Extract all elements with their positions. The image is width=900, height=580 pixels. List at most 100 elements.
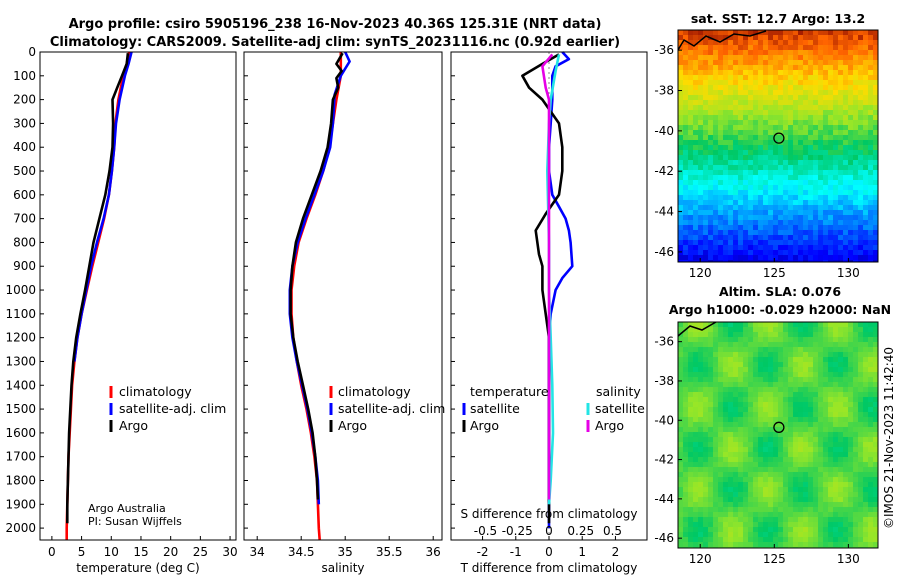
map-cell <box>828 255 834 261</box>
map-cell <box>863 75 869 81</box>
map-cell <box>753 447 759 453</box>
map-cell <box>863 392 869 398</box>
map-cell <box>703 472 709 478</box>
map-cell <box>793 462 799 468</box>
map-cell <box>808 407 814 413</box>
map-cell <box>683 417 689 423</box>
map-cell <box>723 195 729 201</box>
map-cell <box>808 45 814 51</box>
map-cell <box>733 482 739 488</box>
map-cell <box>768 160 774 166</box>
map-cell <box>873 100 878 106</box>
map-cell <box>703 195 709 201</box>
y-tick-label: 700 <box>13 212 36 226</box>
map-cell <box>698 185 704 191</box>
map-cell <box>793 250 799 256</box>
map-cell <box>738 55 744 61</box>
map-cell <box>738 422 744 428</box>
map-cell <box>788 175 794 181</box>
map-cell <box>688 130 694 136</box>
map-cell <box>758 105 764 111</box>
map-cell <box>748 160 754 166</box>
map-cell <box>833 402 839 408</box>
map-cell <box>868 210 874 216</box>
map-cell <box>853 522 859 528</box>
map-cell <box>868 240 874 246</box>
map-cell <box>873 125 878 131</box>
map-cell <box>698 260 704 262</box>
map-cell <box>748 115 754 121</box>
map-cell <box>728 230 734 236</box>
map-cell <box>853 362 859 368</box>
map-cell <box>698 332 704 338</box>
map-cell <box>718 327 724 333</box>
map-cell <box>858 367 864 373</box>
map-cell <box>833 140 839 146</box>
map-cell <box>868 85 874 91</box>
map-cell <box>868 442 874 448</box>
map-cell <box>748 522 754 528</box>
map-cell <box>798 200 804 206</box>
map-cell <box>853 145 859 151</box>
map-cell <box>793 100 799 106</box>
map-cell <box>863 347 869 353</box>
map-cell <box>843 447 849 453</box>
map-cell <box>723 477 729 483</box>
map-cell <box>688 337 694 343</box>
map-cell <box>863 120 869 126</box>
map-cell <box>793 110 799 116</box>
map-cell <box>818 522 824 528</box>
map-cell <box>823 95 829 101</box>
map-cell <box>773 225 779 231</box>
map-cell <box>728 155 734 161</box>
map-cell <box>738 427 744 433</box>
map-cell <box>688 235 694 241</box>
map-cell <box>723 492 729 498</box>
map-cell <box>678 30 684 36</box>
map-cell <box>713 130 719 136</box>
map-cell <box>718 472 724 478</box>
series-line-salinity-argo <box>541 53 554 500</box>
map-cell <box>853 220 859 226</box>
map-cell <box>813 40 819 46</box>
map-cell <box>728 452 734 458</box>
map-cell <box>753 372 759 378</box>
map-cell <box>833 205 839 211</box>
map-cell <box>833 250 839 256</box>
map-cell <box>853 195 859 201</box>
map-cell <box>748 105 754 111</box>
map-cell <box>743 397 749 403</box>
map-cell <box>708 225 714 231</box>
sla-map-title-line1: Altim. SLA: 0.076 <box>719 284 841 299</box>
map-cell <box>853 452 859 458</box>
map-cell <box>738 205 744 211</box>
map-cell <box>823 327 829 333</box>
map-cell <box>683 70 689 76</box>
map-cell <box>733 417 739 423</box>
map-cell <box>803 210 809 216</box>
map-cell <box>738 377 744 383</box>
map-cell <box>738 175 744 181</box>
map-cell <box>748 240 754 246</box>
map-cell <box>823 447 829 453</box>
map-cell <box>713 90 719 96</box>
map-cell <box>833 55 839 61</box>
map-cell <box>688 517 694 523</box>
map-cell <box>843 512 849 518</box>
map-cell <box>843 65 849 71</box>
x-tick-label: 130 <box>837 552 860 566</box>
map-cell <box>703 422 709 428</box>
map-cell <box>838 487 844 493</box>
map-cell <box>718 135 724 141</box>
map-cell <box>803 125 809 131</box>
map-cell <box>863 382 869 388</box>
map-cell <box>718 412 724 418</box>
map-cell <box>843 90 849 96</box>
map-cell <box>823 372 829 378</box>
map-cell <box>858 130 864 136</box>
map-cell <box>713 220 719 226</box>
map-cell <box>783 170 789 176</box>
map-cell <box>818 155 824 161</box>
map-cell <box>698 135 704 141</box>
map-cell <box>723 85 729 91</box>
